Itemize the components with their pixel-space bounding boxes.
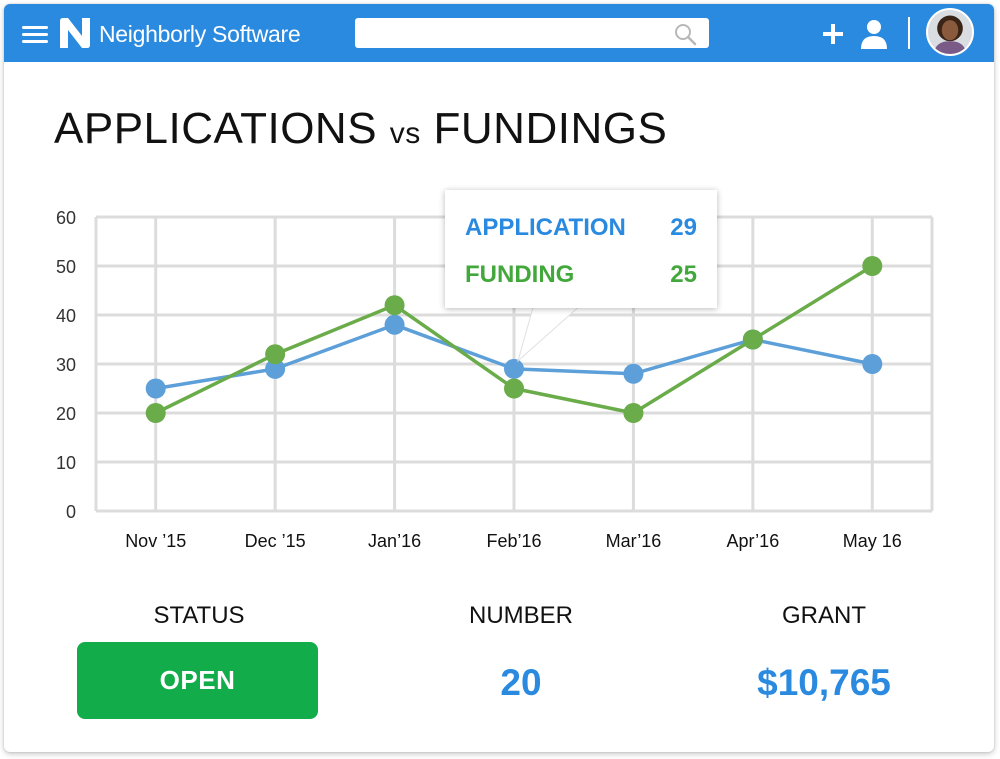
avatar[interactable] <box>926 8 974 56</box>
data-point-funding <box>384 295 405 316</box>
y-tick-label: 40 <box>56 306 76 326</box>
y-tick-label: 60 <box>56 208 76 228</box>
plus-icon[interactable] <box>821 22 845 46</box>
user-icon[interactable] <box>859 18 889 50</box>
data-point-funding <box>265 344 286 365</box>
data-point-funding <box>742 329 763 350</box>
top-navigation-bar: Neighborly Software <box>4 4 994 62</box>
x-tick-label: Apr’16 <box>727 531 780 551</box>
brand-name[interactable]: Neighborly Software <box>99 21 301 47</box>
data-point-application <box>265 358 286 379</box>
status-label: STATUS <box>153 602 245 629</box>
chart-tooltip: APPLICATION 29 FUNDING 25 <box>445 190 717 308</box>
y-tick-label: 50 <box>56 257 76 277</box>
status-open-button[interactable]: OPEN <box>77 642 318 719</box>
tooltip-funding-value: 25 <box>670 261 697 288</box>
title-fundings: FUNDINGS <box>433 104 668 153</box>
data-point-funding <box>862 256 883 276</box>
y-tick-label: 10 <box>56 453 76 473</box>
data-point-application <box>862 354 883 374</box>
tooltip-application-value: 29 <box>670 214 697 241</box>
x-tick-label: Nov ’15 <box>125 531 186 551</box>
number-value: 20 <box>500 662 542 703</box>
number-label: NUMBER <box>468 602 573 629</box>
x-tick-label: Feb’16 <box>486 531 541 551</box>
grant-label: GRANT <box>782 602 866 629</box>
neighborly-logo-icon[interactable] <box>58 16 92 50</box>
data-point-application <box>145 378 166 399</box>
data-point-funding <box>504 378 524 399</box>
x-tick-label: Mar’16 <box>606 531 662 551</box>
tooltip-funding-row: FUNDING 25 <box>465 261 697 289</box>
search-input[interactable] <box>355 18 709 48</box>
tooltip-application-row: APPLICATION 29 <box>465 214 697 242</box>
data-point-application <box>623 363 644 384</box>
x-tick-label: May 16 <box>843 531 902 551</box>
data-point-application <box>384 314 405 335</box>
tooltip-application-label: APPLICATION <box>465 214 626 241</box>
menu-icon[interactable] <box>22 26 48 46</box>
page-title: APPLICATIONS vs FUNDINGS <box>54 104 667 154</box>
header-divider <box>908 17 910 49</box>
title-vs: vs <box>389 117 421 150</box>
tooltip-funding-label: FUNDING <box>465 261 575 288</box>
title-applications: APPLICATIONS <box>54 104 378 153</box>
y-tick-label: 30 <box>56 355 76 375</box>
tooltip-pointer <box>517 303 584 363</box>
data-point-funding <box>623 403 644 423</box>
y-tick-label: 20 <box>56 404 76 424</box>
x-tick-label: Dec ’15 <box>245 531 306 551</box>
y-tick-label: 0 <box>66 502 76 522</box>
x-tick-label: Jan’16 <box>368 531 421 551</box>
app-window: Neighborly Software APPLICATIONS vs FUN <box>4 4 994 752</box>
data-point-funding <box>145 403 166 423</box>
grant-value: $10,765 <box>757 662 891 703</box>
search-icon[interactable] <box>672 21 698 47</box>
data-point-application <box>504 358 524 379</box>
